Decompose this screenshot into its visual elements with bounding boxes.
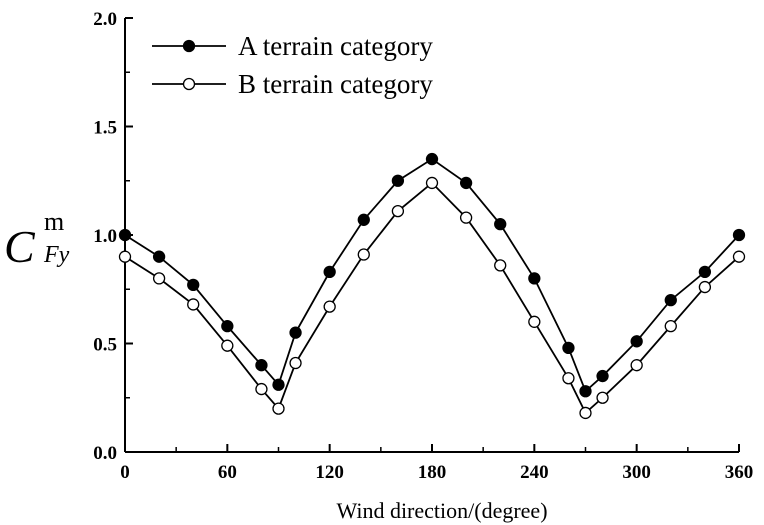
data-point (357, 213, 370, 226)
data-point (272, 378, 285, 391)
data-point (596, 369, 609, 383)
series-line (124, 181, 740, 415)
legend-label: B terrain category (238, 69, 433, 99)
series-layer (118, 152, 746, 420)
legend-label: A terrain category (238, 31, 433, 61)
data-point (698, 265, 712, 279)
data-point (425, 176, 439, 190)
y-axis-label-subscript: Fy (43, 242, 70, 268)
data-point (118, 228, 132, 242)
x-tick-label: 240 (520, 462, 549, 483)
data-point (187, 298, 200, 311)
data-point (391, 174, 405, 187)
series-line (124, 157, 740, 393)
data-point (698, 280, 712, 294)
data-point (323, 265, 336, 279)
data-point (579, 406, 592, 420)
data-point (732, 228, 746, 242)
axes: 0.0 0.5 1.0 1.5 2.0 0 60 120 180 240 300 360 (93, 9, 753, 483)
data-point (630, 335, 643, 348)
data-point (118, 250, 132, 263)
data-point (152, 250, 166, 263)
data-point (732, 250, 746, 263)
data-point (562, 341, 575, 354)
y-tick-label: 0.5 (93, 335, 117, 356)
data-point (664, 319, 677, 333)
data-point (255, 359, 268, 372)
y-axis-label: C m Fy (4, 207, 70, 272)
data-point (664, 293, 677, 307)
y-tick-label: 1.5 (93, 118, 117, 139)
data-point (187, 278, 200, 292)
data-point (494, 259, 507, 272)
data-point (289, 356, 302, 370)
data-point (323, 300, 336, 313)
legend-marker (182, 77, 196, 91)
y-axis-label-superscript: m (44, 207, 64, 236)
x-tick-label: 60 (218, 462, 237, 483)
x-tick-label: 120 (315, 462, 344, 483)
data-point (630, 359, 643, 372)
y-axis-label-main: C (4, 221, 36, 272)
data-point (528, 272, 541, 285)
data-point (494, 217, 507, 231)
data-point (459, 176, 473, 190)
data-point (272, 402, 285, 415)
x-tick-label: 180 (418, 462, 447, 483)
data-point (152, 272, 166, 285)
data-point (528, 315, 541, 328)
legend: A terrain category B terrain category (152, 31, 433, 99)
data-point (425, 152, 439, 166)
x-tick-label: 360 (725, 462, 754, 483)
data-point (255, 382, 268, 396)
data-point (391, 204, 405, 218)
data-point (289, 326, 302, 339)
axis-labels: Wind direction/(degree) C m Fy (4, 207, 548, 523)
x-axis-label: Wind direction/(degree) (336, 498, 547, 523)
data-point (459, 211, 473, 224)
y-tick-label: 2.0 (93, 9, 117, 30)
y-tick-label: 1.0 (93, 226, 117, 247)
x-tick-label: 0 (120, 462, 130, 483)
x-tick-label: 300 (622, 462, 651, 483)
legend-entry-2: B terrain category (152, 69, 433, 99)
data-point (562, 372, 575, 385)
legend-entry-1: A terrain category (152, 31, 433, 61)
data-point (221, 319, 234, 333)
y-tick-label: 0.0 (93, 443, 117, 464)
series-1 (118, 152, 746, 398)
data-point (357, 248, 370, 261)
data-point (221, 339, 234, 352)
data-point (596, 391, 609, 404)
series-2 (118, 176, 746, 420)
data-point (579, 385, 592, 398)
legend-marker (182, 39, 196, 53)
